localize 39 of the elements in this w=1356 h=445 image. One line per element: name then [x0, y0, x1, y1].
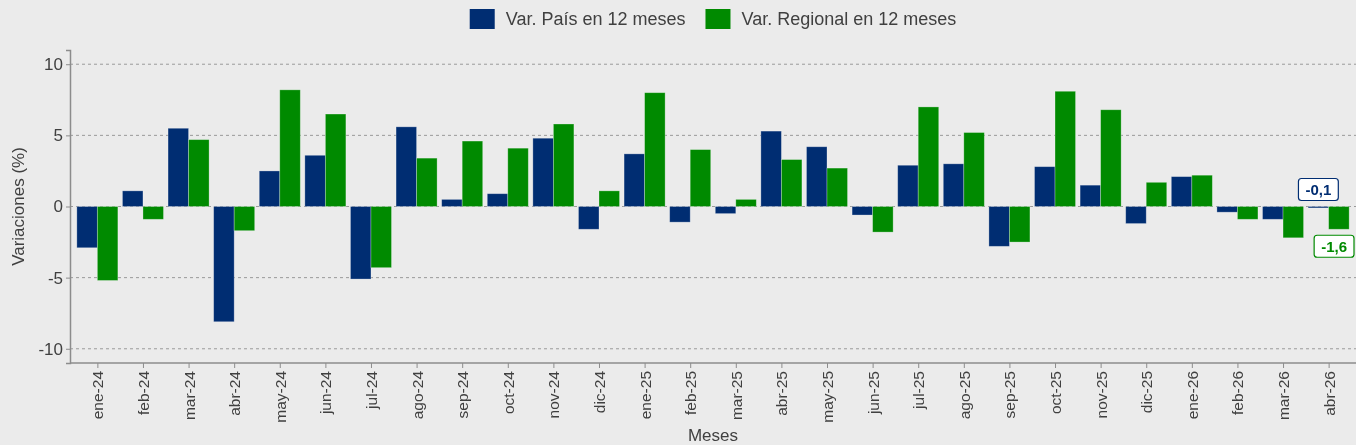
x-tick-label: abr-26 [1320, 371, 1338, 416]
x-tick-label: jun-25 [864, 371, 882, 416]
x-tick-label: nov-25 [1092, 371, 1110, 419]
x-tick-label: feb-24 [134, 370, 152, 415]
x-tick-label: nov-24 [545, 370, 563, 419]
x-tick-label: dic-25 [1138, 371, 1156, 414]
y-tick-label: -10 [38, 339, 63, 359]
x-tick-label: dic-24 [590, 370, 608, 414]
x-tick-label: jul-24 [362, 370, 380, 410]
x-tick-label: mar-24 [180, 370, 198, 421]
x-tick-label: ago-25 [955, 371, 973, 420]
data-label: -1,6 [1321, 237, 1347, 255]
x-tick-label: mar-25 [727, 371, 745, 421]
y-tick-label: -5 [47, 268, 63, 288]
y-tick-label: 0 [53, 197, 63, 217]
x-axis-title: Meses [687, 426, 739, 445]
y-tick-label: 10 [44, 55, 63, 75]
legend-label: Var. Regional en 12 meses [741, 9, 957, 30]
x-tick-label: may-25 [818, 371, 836, 423]
x-tick-label: sep-24 [454, 370, 472, 419]
x-tick-label: ene-24 [89, 370, 107, 420]
x-tick-label: sep-25 [1001, 371, 1019, 419]
x-tick-label: abr-25 [773, 371, 791, 416]
x-tick-label: feb-25 [682, 371, 700, 415]
x-tick-label: ene-25 [636, 371, 654, 420]
data-label: -0,1 [1305, 180, 1332, 198]
legend-label: Var. País en 12 meses [505, 9, 686, 30]
x-tick-label: oct-24 [499, 370, 517, 415]
x-tick-label: ene-26 [1183, 371, 1201, 420]
y-tick-label: 5 [53, 126, 63, 146]
x-tick-label: mar-26 [1274, 371, 1292, 421]
x-tick-label: feb-26 [1229, 371, 1247, 415]
x-tick-label: ago-24 [408, 370, 426, 420]
y-axis-title: Variaciones (%) [9, 147, 28, 266]
x-tick-label: jun-24 [317, 370, 335, 416]
x-tick-label: oct-25 [1046, 371, 1064, 415]
x-tick-label: jul-25 [910, 371, 928, 410]
x-tick-label: may-24 [271, 370, 289, 423]
x-tick-label: abr-24 [226, 370, 244, 416]
